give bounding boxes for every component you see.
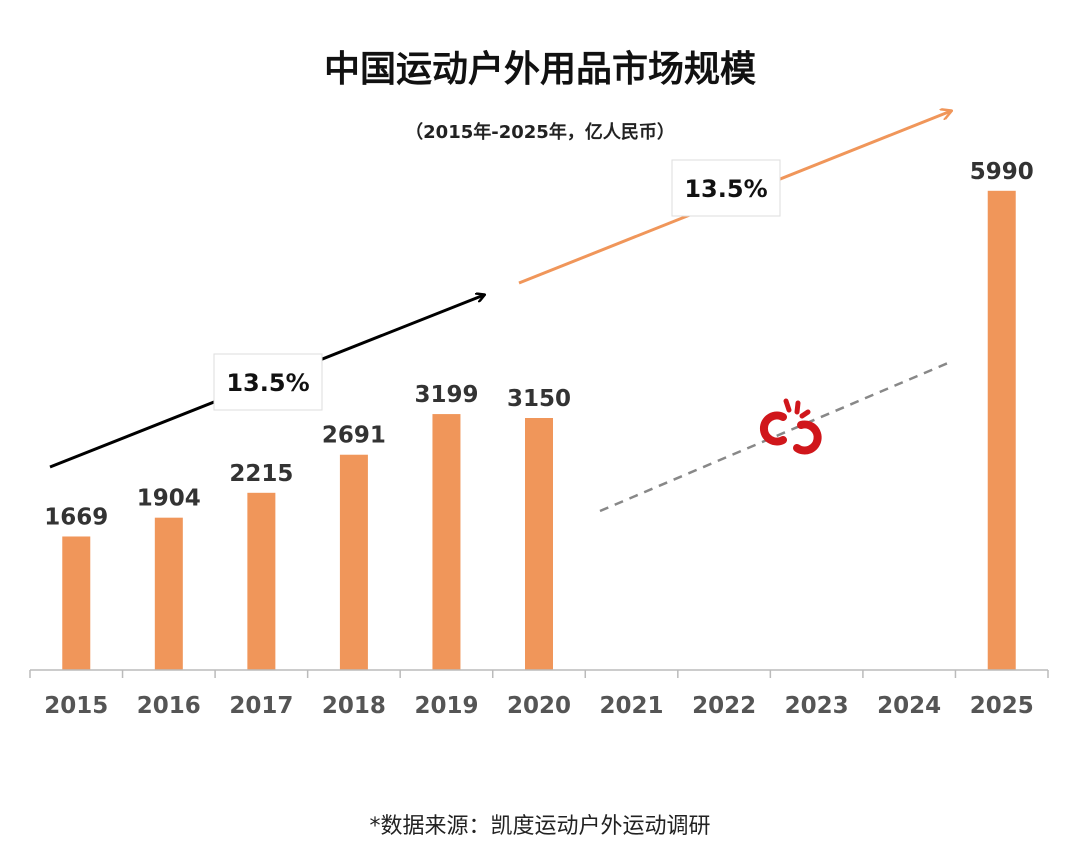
data-label: 1669 [44, 504, 108, 530]
x-tick-label: 2015 [44, 693, 108, 719]
cagr-label-2-text: 13.5% [684, 175, 767, 203]
x-tick-label: 2020 [507, 693, 571, 719]
x-tick-label: 2019 [414, 693, 478, 719]
bar [247, 492, 276, 670]
data-label: 1904 [137, 486, 201, 512]
x-tick-label: 2021 [600, 693, 664, 719]
data-label: 2691 [322, 423, 386, 449]
x-tick-label: 2022 [692, 693, 756, 719]
logo-icon [759, 398, 822, 455]
data-label: 5990 [970, 159, 1034, 185]
chart-title: 中国运动户外用品市场规模 [323, 49, 756, 90]
x-tick-label: 2018 [322, 693, 386, 719]
data-label: 2215 [229, 461, 293, 487]
cagr-label-1: 13.5% [213, 353, 323, 411]
data-source-note: *数据来源：凯度运动户外运动调研 [369, 814, 711, 839]
x-tick-label: 2017 [229, 693, 293, 719]
cagr-label-2: 13.5% [671, 159, 781, 217]
cagr-label-1-text: 13.5% [226, 369, 309, 397]
x-tick-label: 2025 [970, 693, 1034, 719]
x-tick-label: 2023 [785, 693, 849, 719]
bar [62, 536, 91, 670]
bar [154, 517, 183, 670]
data-label: 3150 [507, 386, 571, 412]
data-label: 3199 [414, 382, 478, 408]
bar [525, 418, 553, 670]
x-tick-label: 2016 [137, 693, 201, 719]
trend-dashed-line [599, 361, 949, 513]
bar [339, 454, 368, 670]
x-tick-label: 2024 [877, 693, 941, 719]
bar [987, 190, 1016, 671]
chart-subtitle: （2015年-2025年，亿人民币） [405, 122, 675, 143]
bar [432, 414, 461, 670]
